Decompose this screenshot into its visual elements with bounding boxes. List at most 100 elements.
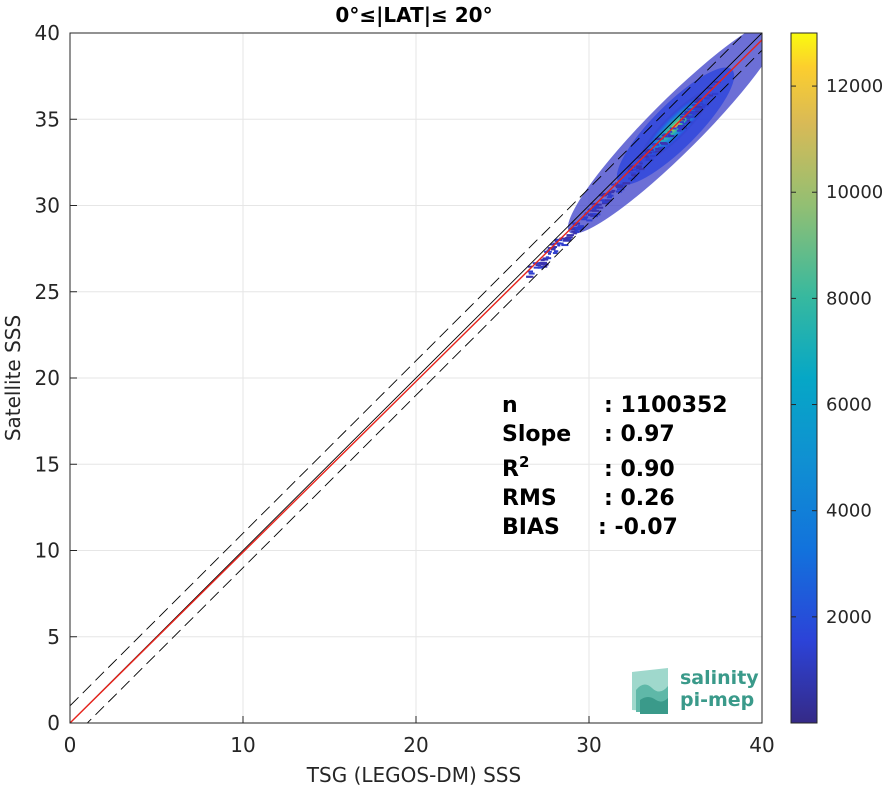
reference-lines xyxy=(70,33,762,723)
x-tick-label: 0 xyxy=(64,733,77,757)
density-pixel xyxy=(611,189,616,192)
stat-value: : -0.07 xyxy=(598,515,678,540)
density-pixel xyxy=(636,170,641,173)
y-tick-label: 20 xyxy=(35,366,60,390)
density-pixel xyxy=(699,106,706,109)
density-pixel xyxy=(655,138,661,141)
density-pixel xyxy=(620,184,626,187)
density-pixel xyxy=(616,188,625,191)
density-pixel xyxy=(615,184,623,187)
density-pixel xyxy=(581,218,587,221)
density-pixel xyxy=(605,199,613,202)
density-pixel xyxy=(678,128,685,131)
reference-line xyxy=(70,39,762,723)
density-pixel xyxy=(630,172,637,175)
colorbar xyxy=(790,32,818,724)
density-pixel xyxy=(685,121,693,124)
y-tick-label: 40 xyxy=(35,21,60,45)
density-pixel xyxy=(584,216,588,219)
density-pixel xyxy=(607,191,615,194)
density-pixel xyxy=(591,207,597,210)
density-pixel xyxy=(599,199,606,202)
density-pixel xyxy=(545,256,550,259)
colorbar-tick-label: 8000 xyxy=(826,288,872,309)
density-pixel xyxy=(695,110,702,113)
density-pixel xyxy=(661,134,667,137)
density-pixel xyxy=(618,183,624,186)
stat-value: : 0.90 xyxy=(604,457,675,482)
logo-text-salinity: salinity xyxy=(680,667,759,689)
y-tick-label: 15 xyxy=(35,452,60,476)
density-pixel xyxy=(679,118,686,121)
density-pixel xyxy=(667,133,671,136)
colorbar-tick-label: 12000 xyxy=(826,76,883,97)
density-pixel xyxy=(557,244,561,247)
colorbar-tick-label: 2000 xyxy=(826,607,872,628)
logo-text-pimep: pi-mep xyxy=(680,689,754,711)
density-pixel xyxy=(708,94,714,97)
density-pixel xyxy=(616,190,623,193)
reference-line xyxy=(70,33,746,707)
density-pixel xyxy=(602,200,610,203)
density-pixel xyxy=(590,202,598,205)
chart-title: 0°≤|LAT|≤ 20° xyxy=(335,3,492,27)
density-pixel xyxy=(704,97,710,100)
density-pixel xyxy=(643,150,648,153)
density-pixel xyxy=(645,158,654,161)
density-pixel xyxy=(527,270,534,273)
density-pixel xyxy=(595,206,604,209)
density-pixel xyxy=(564,238,569,241)
density-pixel xyxy=(574,229,578,232)
density-pixel xyxy=(636,165,642,168)
density-pixel xyxy=(575,222,581,225)
density-pixel xyxy=(636,156,642,159)
colorbar-tick-label: 4000 xyxy=(826,501,872,522)
y-tick-label: 25 xyxy=(35,280,60,304)
density-pixel xyxy=(540,265,548,268)
density-pixel xyxy=(575,227,584,230)
density-pixel xyxy=(588,209,593,212)
density-pixel xyxy=(586,219,593,222)
density-pixel xyxy=(686,119,691,122)
density-pixel xyxy=(622,182,631,185)
density-pixel xyxy=(573,232,577,235)
colorbar-ticks: 2000 4000 6000 8000 10000 12000 xyxy=(791,76,883,628)
stat-label: BIAS xyxy=(502,515,560,540)
density-pixel xyxy=(652,151,657,154)
density-pixel xyxy=(676,129,682,132)
density-pixel xyxy=(550,243,556,246)
density-pixel xyxy=(592,209,600,212)
density-pixel xyxy=(616,183,621,186)
density-pixel xyxy=(694,105,702,108)
y-tick-label: 35 xyxy=(35,107,60,131)
density-pixel xyxy=(634,168,638,171)
reference-line xyxy=(70,33,762,723)
density-pixel xyxy=(563,239,572,242)
density-pixel xyxy=(694,107,702,110)
density-pixel xyxy=(595,203,602,206)
density-pixel xyxy=(707,94,711,97)
y-tick-label: 0 xyxy=(47,711,60,735)
density-pixel xyxy=(566,234,574,237)
density-pixel xyxy=(587,214,594,217)
density-pixel xyxy=(691,111,696,114)
density-pixel xyxy=(710,83,715,86)
density-pixel xyxy=(694,100,699,103)
x-axis-ticks: 0 10 20 30 40 xyxy=(64,716,775,757)
density-pixel xyxy=(684,110,691,113)
density-pixel xyxy=(688,116,694,119)
density-pixel xyxy=(559,237,566,240)
density-pixel xyxy=(602,202,610,205)
x-tick-label: 30 xyxy=(576,733,601,757)
density-pixel xyxy=(542,257,549,260)
density-pixel xyxy=(577,226,584,229)
density-pixel xyxy=(701,104,709,107)
density-pixel xyxy=(682,122,688,125)
density-pixel xyxy=(641,155,649,158)
density-pixel xyxy=(649,154,657,157)
density-pixel xyxy=(638,161,643,164)
colorbar-tick-label: 6000 xyxy=(826,395,872,416)
density-pixel xyxy=(627,167,633,170)
y-tick-label: 10 xyxy=(35,539,60,563)
